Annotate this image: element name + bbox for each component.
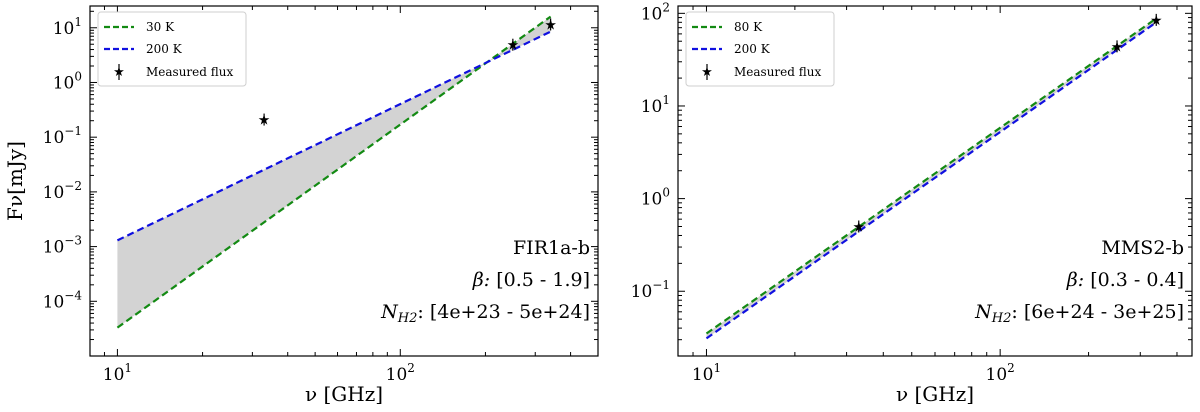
series-line-200k	[705, 21, 1157, 340]
measured-point-star-icon: ★	[544, 17, 557, 33]
x-tick-label: 102	[986, 361, 1015, 385]
series-line-30k	[116, 15, 552, 329]
nh2-annotation: NH2: [6e+24 - 3e+25]	[974, 301, 1184, 326]
beta-range: [0.3 - 0.4]	[1090, 269, 1184, 291]
y-tick-label: 100	[641, 186, 670, 210]
axis-ticks: 101 102 10−1 100 101 102	[631, 0, 1192, 385]
measured-point-star-icon: ★	[852, 219, 865, 235]
series-line-200k	[116, 30, 552, 242]
nh2-range: [4e+23 - 5e+24]	[430, 301, 590, 323]
beta-range: [0.5 - 1.9]	[496, 269, 590, 291]
nh2-label: N	[380, 301, 399, 323]
nh2-annotation: NH2: [4e+23 - 5e+24]	[380, 301, 590, 326]
x-tick-label: 101	[692, 361, 721, 385]
beta-label: β:	[472, 269, 490, 291]
y-tick-label: 101	[53, 15, 82, 39]
legend: 80 K 200 K ★ Measured flux	[685, 11, 835, 87]
nh2-range: [6e+24 - 3e+25]	[1024, 301, 1184, 323]
legend: 30 K 200 K ★ Measured flux	[97, 11, 247, 87]
x-axis-label: ν [GHz]	[896, 382, 974, 406]
nh2-sub: H2	[397, 311, 418, 326]
legend-label-80k: 80 K	[734, 20, 763, 34]
y-axis-label: Fν[mJy]	[3, 141, 27, 221]
legend-star-icon: ★	[113, 65, 125, 80]
y-tick-label: 101	[641, 93, 670, 117]
beta-label: β:	[1066, 269, 1084, 291]
series-lines	[116, 15, 552, 329]
y-tick-label: 10−4	[43, 288, 83, 312]
measured-point-star-icon: ★	[507, 38, 520, 54]
y-tick-label: 10−2	[43, 179, 82, 203]
y-tick-label: 10−1	[43, 124, 82, 148]
legend-label-measured: Measured flux	[146, 65, 233, 79]
object-name: FIR1a-b	[513, 237, 590, 259]
y-tick-label: 102	[641, 0, 670, 24]
y-tick-label: 100	[53, 69, 82, 93]
nh2-label: N	[974, 301, 993, 323]
panel-mms2-b: 101 102 10−1 100 101 102 ★ ★ ★ 80 K 200 K ★ Mea…	[631, 0, 1193, 406]
measured-points: ★ ★ ★	[258, 17, 557, 128]
x-axis-label: ν [GHz]	[305, 382, 383, 406]
measured-point-star-icon: ★	[258, 113, 271, 129]
axis-ticks: 101 102 10−4 10−3 10−2 10−1 100 101	[43, 6, 599, 385]
legend-star-icon: ★	[701, 65, 713, 80]
legend-label-200k: 200 K	[146, 42, 183, 56]
legend-label-measured: Measured flux	[734, 65, 821, 79]
x-tick-label: 102	[386, 361, 415, 385]
beta-annotation: β: [0.5 - 1.9]	[472, 269, 590, 291]
object-name: MMS2-b	[1101, 237, 1184, 259]
y-tick-label: 10−1	[631, 278, 670, 302]
y-tick-label: 10−3	[43, 234, 82, 258]
panel-fir1a-b: 101 102 10−4 10−3 10−2 10−1 100 101 ★ ★ ★ 30 K 20…	[3, 5, 599, 406]
legend-label-200k: 200 K	[734, 42, 771, 56]
series-lines	[705, 17, 1157, 340]
measured-point-star-icon: ★	[1111, 39, 1124, 55]
x-tick-label: 101	[103, 361, 132, 385]
nh2-sub: H2	[991, 311, 1012, 326]
beta-annotation: β: [0.3 - 0.4]	[1066, 269, 1184, 291]
series-line-80k	[705, 17, 1157, 335]
measured-points: ★ ★ ★	[852, 13, 1162, 236]
measured-point-star-icon: ★	[1150, 13, 1163, 29]
legend-label-30k: 30 K	[146, 20, 175, 34]
